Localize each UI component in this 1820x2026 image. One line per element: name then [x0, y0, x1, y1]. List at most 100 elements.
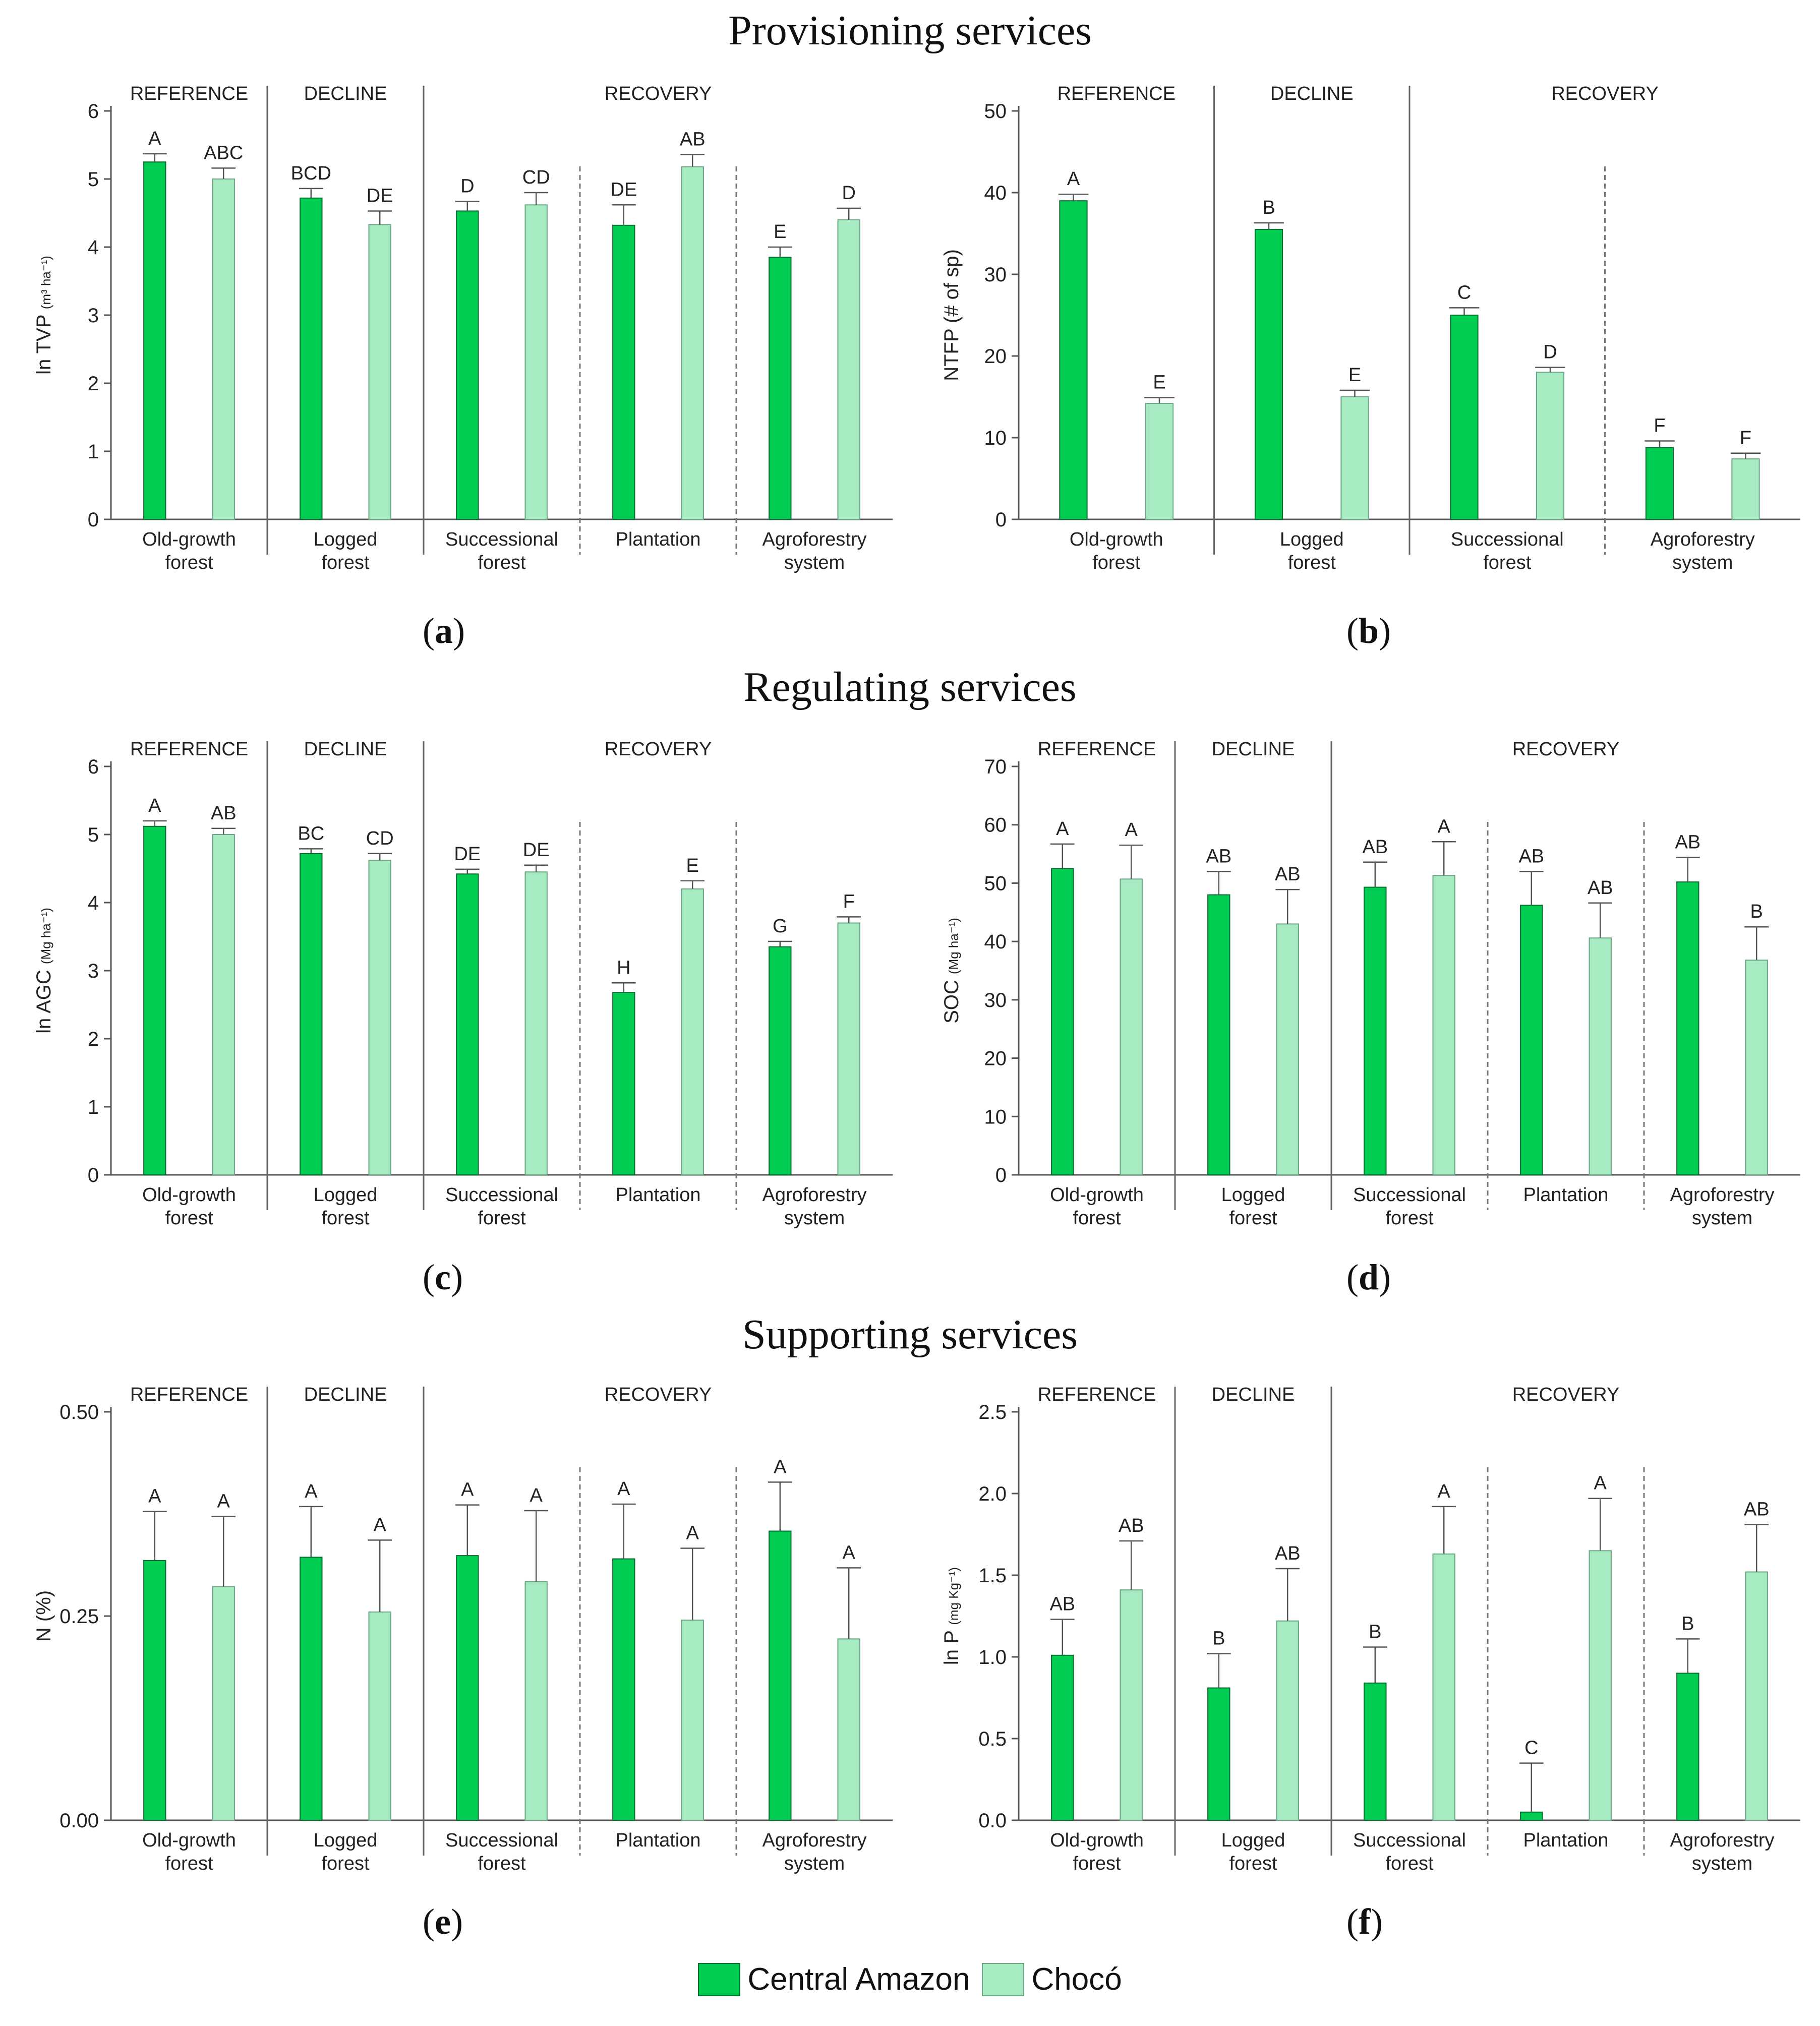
bar: [837, 1638, 860, 1821]
significance-letter: AB: [680, 129, 706, 150]
y-tick-label: 30: [984, 264, 1007, 286]
bar: [524, 1581, 548, 1821]
x-category-label: system: [1692, 1853, 1752, 1874]
x-category-label: forest: [165, 1853, 213, 1874]
bar: [212, 1586, 235, 1821]
x-category-label: Old-growth: [1050, 1184, 1144, 1206]
bar: [524, 204, 548, 520]
x-category-label: forest: [321, 552, 369, 573]
significance-letter: AB: [1675, 832, 1700, 853]
x-category-label: Logged: [314, 1830, 378, 1851]
y-tick-label: 2: [88, 1028, 99, 1050]
y-tick-label: 2.5: [978, 1401, 1007, 1423]
bar: [769, 257, 792, 520]
x-category-label: Old-growth: [142, 1184, 236, 1206]
bar: [143, 161, 166, 520]
significance-letter: E: [774, 221, 786, 243]
significance-letter: AB: [211, 803, 237, 824]
bar: [1340, 396, 1369, 520]
bar: [1432, 875, 1455, 1175]
bar: [456, 210, 479, 520]
x-category-label: forest: [478, 1208, 525, 1229]
bar: [1207, 894, 1230, 1176]
y-tick-label: 60: [984, 814, 1007, 837]
x-category-label: Plantation: [615, 1830, 700, 1851]
significance-letter: A: [686, 1523, 699, 1544]
y-tick-label: 0: [88, 1164, 99, 1186]
significance-letter: F: [1740, 428, 1751, 449]
x-category-label: system: [784, 552, 845, 573]
x-category-label: forest: [321, 1853, 369, 1874]
bar: [1536, 372, 1565, 520]
bar: [837, 219, 860, 520]
y-tick-label: 3: [88, 960, 99, 982]
phase-label: RECOVERY: [1551, 83, 1659, 104]
y-axis-label: ln AGC (Mg ha⁻¹): [33, 908, 55, 1034]
y-tick-label: 50: [984, 100, 1007, 123]
y-tick-label: 6: [88, 100, 99, 123]
y-axis-unit: (mg Kg⁻¹): [946, 1567, 961, 1625]
y-tick-label: 0: [88, 509, 99, 531]
y-tick-label: 10: [984, 1106, 1007, 1128]
significance-letter: AB: [1206, 846, 1231, 867]
significance-letter: B: [1681, 1613, 1694, 1634]
x-category-label: Successional: [1353, 1830, 1466, 1851]
bar: [1145, 402, 1174, 520]
x-category-label: Logged: [1280, 529, 1344, 550]
section-title-provisioning: Provisioning services: [728, 7, 1092, 54]
x-category-label: Agroforestry: [1670, 1830, 1775, 1851]
bar: [1645, 447, 1674, 520]
section-title-supporting: Supporting services: [742, 1311, 1078, 1358]
y-tick-label: 10: [984, 427, 1007, 449]
bar: [1676, 881, 1699, 1176]
x-category-label: forest: [1073, 1853, 1121, 1874]
legend: Central Amazon Chocó: [0, 1961, 1820, 1997]
phase-label: DECLINE: [304, 1384, 387, 1405]
x-category-label: Successional: [1451, 529, 1564, 550]
y-tick-label: 5: [88, 168, 99, 191]
bar: [1745, 960, 1768, 1175]
y-tick-label: 0.50: [60, 1401, 99, 1423]
y-tick-label: 0.0: [978, 1810, 1007, 1832]
significance-letter: AB: [1275, 864, 1301, 885]
y-axis-unit: (m³ ha⁻¹): [38, 256, 53, 309]
x-category-label: Plantation: [1523, 1184, 1608, 1206]
x-category-label: Agroforestry: [762, 529, 867, 550]
y-axis-label: ln TVP (m³ ha⁻¹): [33, 256, 55, 375]
y-tick-label: 0: [995, 1164, 1007, 1186]
bar: [368, 860, 391, 1175]
bar: [612, 224, 635, 520]
x-category-label: Agroforestry: [1670, 1184, 1775, 1206]
phase-label: REFERENCE: [1058, 83, 1176, 104]
bar: [1731, 458, 1760, 520]
bar: [1059, 200, 1088, 520]
legend-swatch-amazon: [698, 1962, 741, 1996]
bar: [1589, 1550, 1612, 1821]
y-tick-label: 20: [984, 1048, 1007, 1070]
significance-letter: A: [617, 1478, 630, 1500]
x-category-label: forest: [165, 552, 213, 573]
significance-letter: BC: [298, 823, 324, 844]
phase-label: DECLINE: [1212, 1384, 1295, 1405]
phase-label: REFERENCE: [130, 83, 248, 104]
significance-letter: DE: [523, 840, 550, 861]
significance-letter: AB: [1049, 1593, 1075, 1615]
bar: [1276, 923, 1299, 1175]
phase-label: RECOVERY: [1512, 1384, 1620, 1405]
panel-label-c: (c): [423, 1257, 463, 1297]
y-tick-label: 20: [984, 345, 1007, 368]
panel-label-b: (b): [1346, 611, 1391, 651]
x-category-label: Plantation: [1523, 1830, 1608, 1851]
y-tick-label: 2.0: [978, 1483, 1007, 1505]
phase-label: DECLINE: [1212, 739, 1295, 760]
x-category-label: forest: [478, 552, 525, 573]
x-category-label: Agroforestry: [762, 1184, 867, 1206]
chart-soc: 0 10 20 30 40 50 60 70 SOC (Mg ha⁻¹) REFERENCE DEC…: [941, 739, 1800, 1229]
y-tick-label: 0.5: [978, 1728, 1007, 1750]
bar: [1450, 315, 1479, 520]
bar: [300, 853, 323, 1176]
bar: [1120, 1589, 1143, 1821]
significance-letter: AB: [1362, 837, 1388, 858]
bar: [1207, 1687, 1230, 1821]
y-axis-unit: (Mg ha⁻¹): [38, 908, 53, 964]
